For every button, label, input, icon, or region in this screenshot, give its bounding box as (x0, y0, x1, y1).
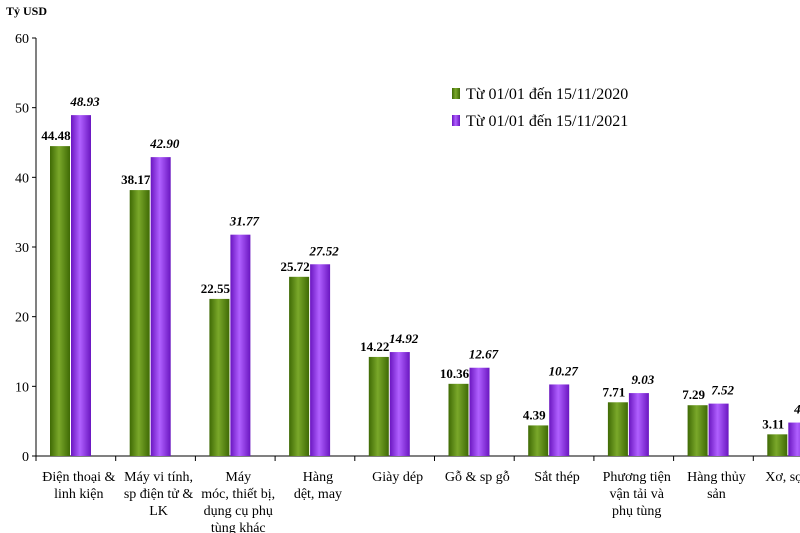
data-label-2020: 38.17 (121, 172, 151, 187)
data-label-2021: 14.92 (389, 331, 419, 346)
legend-label-2021: Từ 01/01 đến 15/11/2021 (466, 113, 628, 130)
data-label-2020: 3.11 (762, 416, 784, 431)
category-labels: Điện thoại & linh kiện Máy vi tính, sp điện… (42, 470, 800, 533)
bar-2020 (129, 190, 150, 456)
bar-2021 (469, 367, 490, 456)
legend-label-2020: Từ 01/01 đến 15/11/2020 (466, 86, 628, 103)
bar-2020 (50, 146, 70, 456)
category-label: Hàng thủy sản (687, 470, 746, 502)
legend-swatch-2021 (452, 115, 460, 126)
data-label-2021: 31.77 (229, 214, 260, 229)
category-label: Giày dép (372, 470, 423, 485)
y-tick-label: 30 (15, 241, 29, 256)
data-label-2020: 14.22 (360, 339, 389, 354)
y-tick-label: 60 (15, 32, 29, 47)
bar-2021 (230, 234, 251, 456)
legend: Từ 01/01 đến 15/11/2020 Từ 01/01 đến 15/… (452, 86, 628, 130)
bar-2020 (368, 356, 389, 456)
bar-2020 (448, 383, 469, 456)
bars (50, 115, 800, 456)
bar-2020 (528, 425, 549, 456)
bar-2020 (289, 276, 310, 456)
bar-2021 (788, 422, 800, 456)
data-label-2021: 48.93 (69, 94, 100, 109)
bar-2021 (549, 384, 570, 456)
bar-2021 (389, 352, 410, 456)
category-label: Máy vi tính, sp điện tử & LK (124, 470, 194, 519)
data-label-2020: 7.29 (682, 387, 705, 402)
y-tick-labels: 0 10 20 30 40 50 60 (15, 32, 29, 465)
bar-2020 (607, 402, 628, 456)
y-tick-label: 0 (22, 450, 29, 465)
data-label-2021: 42.90 (149, 136, 180, 151)
data-label-2020: 44.48 (41, 128, 71, 143)
y-tick-label: 40 (15, 171, 29, 186)
data-label-2020: 7.71 (603, 384, 626, 399)
data-label-2021: 12.67 (469, 347, 499, 362)
category-label: Điện thoại & linh kiện (42, 470, 115, 502)
bar-2021 (71, 115, 91, 456)
data-label-2020: 25.72 (280, 259, 309, 274)
data-labels: 44.48 38.17 22.55 25.72 14.22 10.36 4.39 7.71 7.… (41, 94, 800, 431)
category-label: Phương tiện vận tải và phụ tùng (603, 470, 671, 519)
data-label-2021: 4.8 (793, 402, 800, 417)
y-tick-label: 50 (15, 102, 29, 117)
bar-2021 (310, 264, 331, 456)
data-label-2021: 10.27 (549, 363, 579, 378)
category-label: Máy móc, thiết bị, dụng cụ phụ tùng khác (201, 470, 275, 533)
data-label-2020: 22.55 (201, 281, 231, 296)
category-label: Hàng dệt, may (294, 470, 342, 502)
data-label-2021: 27.52 (308, 243, 339, 258)
bar-2020 (687, 405, 708, 456)
y-tick-label: 20 (15, 311, 29, 326)
bar-2020 (209, 298, 230, 456)
data-label-2020: 4.39 (523, 407, 546, 422)
bar-2021 (628, 393, 649, 456)
category-label: Xơ, sợi dệt (765, 470, 800, 485)
y-tick-label: 10 (15, 380, 29, 395)
data-label-2020: 10.36 (440, 366, 470, 381)
data-label-2021: 9.03 (632, 372, 655, 387)
bar-2021 (150, 157, 171, 456)
y-axis-unit-label: Tỷ USD (6, 4, 47, 18)
category-label: Sắt thép (534, 470, 580, 485)
bar-2021 (708, 403, 729, 456)
legend-swatch-2020 (452, 88, 460, 99)
bar-2020 (767, 434, 788, 456)
data-label-2021: 7.52 (711, 383, 734, 398)
category-label: Gỗ & sp gỗ (445, 470, 510, 485)
